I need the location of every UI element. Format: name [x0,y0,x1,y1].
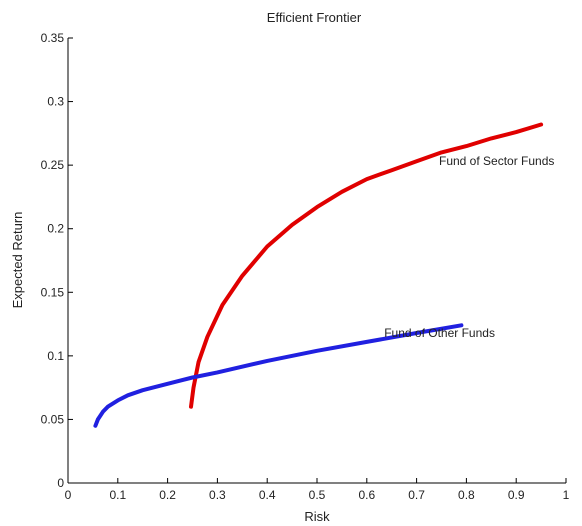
chart-title: Efficient Frontier [267,10,362,25]
x-ticks: 0 0.1 0.2 0.3 0.4 0.5 0.6 0.7 0.8 0.9 1 [65,478,570,502]
y-ticks: 0 0.05 0.1 0.15 0.2 0.25 0.3 0.35 [41,31,73,490]
x-tick-label: 0.5 [309,488,326,502]
y-tick-label: 0.25 [41,158,65,172]
x-tick-label: 0.1 [109,488,126,502]
x-tick-label: 0.3 [209,488,226,502]
x-tick-label: 1 [563,488,570,502]
series-line-other-funds [93,323,464,428]
x-tick-label: 0.4 [259,488,276,502]
x-axis-label: Risk [304,509,330,524]
y-tick-label: 0.2 [47,222,64,236]
x-tick-label: 0.9 [508,488,525,502]
axes [67,38,566,484]
x-tick-label: 0.6 [358,488,375,502]
annotation-layer: Fund of Sector Funds Fund of Other Funds [384,154,554,340]
y-tick-label: 0.3 [47,95,64,109]
y-axis-label: Expected Return [10,212,25,309]
y-tick-label: 0.05 [41,412,65,426]
series-annotation: Fund of Other Funds [384,326,495,340]
series-annotation: Fund of Sector Funds [439,154,554,168]
y-tick-label: 0.15 [41,285,65,299]
series-line-sector-funds [189,122,544,409]
y-tick-label: 0 [57,476,64,490]
x-tick-label: 0.7 [408,488,425,502]
x-tick-label: 0.8 [458,488,475,502]
y-tick-label: 0.1 [47,349,64,363]
x-tick-label: 0 [65,488,72,502]
x-tick-label: 0.2 [159,488,176,502]
y-tick-label: 0.35 [41,31,65,45]
series-layer [93,122,544,428]
